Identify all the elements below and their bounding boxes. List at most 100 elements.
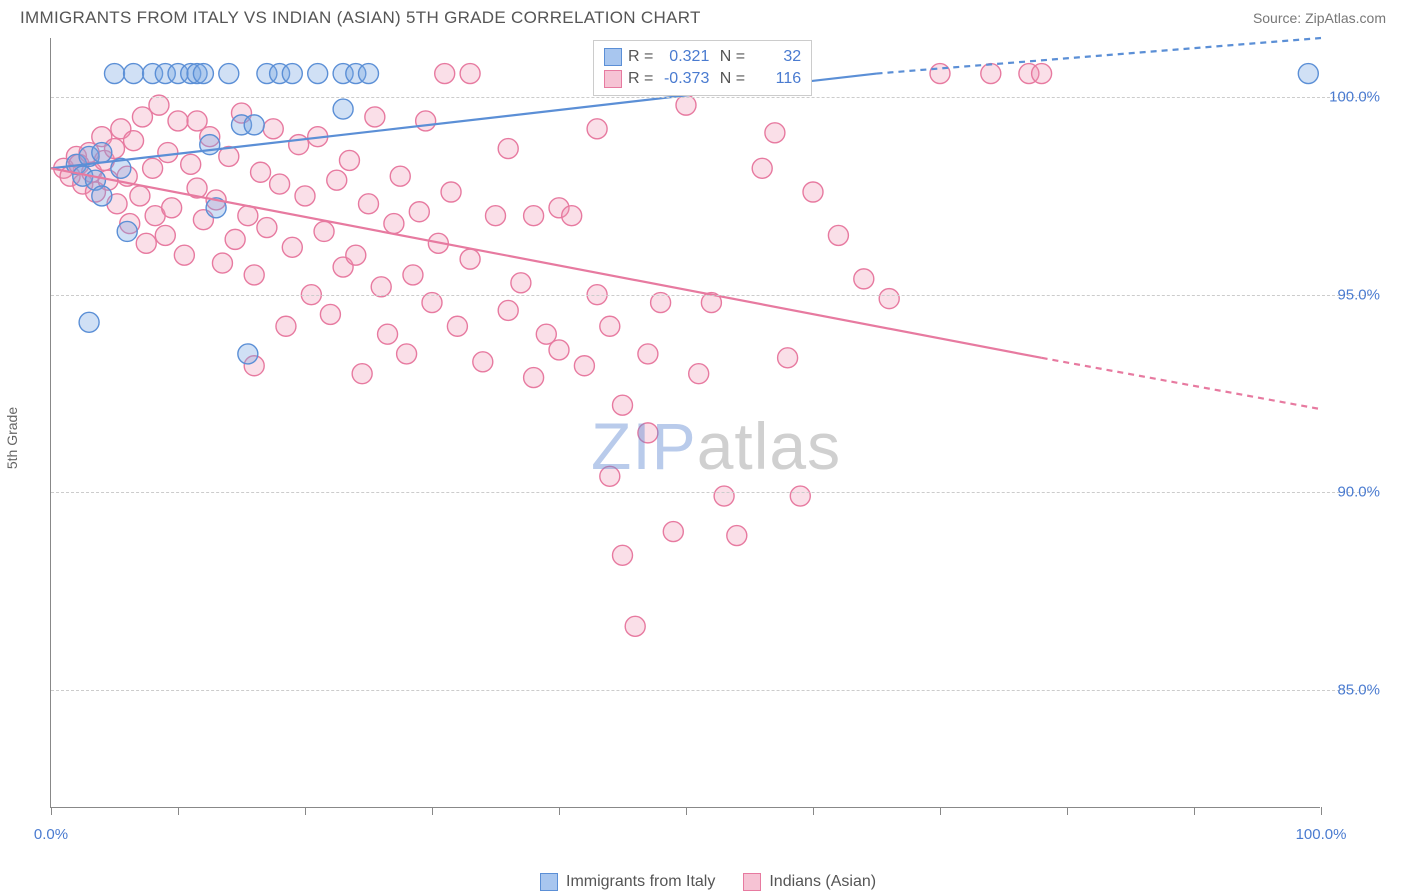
legend-row-indian: R = -0.373 N = 116 (604, 68, 801, 90)
data-point (803, 182, 823, 202)
x-tick (305, 807, 306, 815)
data-point (790, 486, 810, 506)
data-point (930, 64, 950, 84)
data-point (625, 616, 645, 636)
x-tick (51, 807, 52, 815)
data-point (244, 265, 264, 285)
legend-r-italy: 0.321 (659, 48, 709, 66)
data-point (257, 218, 277, 238)
grid-line (51, 492, 1370, 493)
y-tick-label: 90.0% (1337, 484, 1380, 501)
trend-line (877, 38, 1322, 74)
data-point (613, 395, 633, 415)
legend-r-label: R = (628, 48, 653, 66)
data-point (638, 423, 658, 443)
data-point (162, 198, 182, 218)
data-point (828, 225, 848, 245)
data-point (752, 158, 772, 178)
data-point (879, 289, 899, 309)
data-point (460, 249, 480, 269)
data-point (105, 64, 125, 84)
data-point (397, 344, 417, 364)
data-point (447, 316, 467, 336)
data-point (778, 348, 798, 368)
data-point (174, 245, 194, 265)
x-tick (686, 807, 687, 815)
x-tick (1321, 807, 1322, 815)
y-tick-label: 85.0% (1337, 681, 1380, 698)
data-point (562, 206, 582, 226)
legend-correlation-box: R = 0.321 N = 32 R = -0.373 N = 116 (593, 40, 812, 96)
data-point (1298, 64, 1318, 84)
swatch-italy (604, 48, 622, 66)
data-point (168, 111, 188, 131)
data-point (714, 486, 734, 506)
trend-line (1042, 358, 1321, 409)
data-point (212, 253, 232, 273)
x-tick (940, 807, 941, 815)
data-point (409, 202, 429, 222)
data-point (1032, 64, 1052, 84)
legend-label-italy: Immigrants from Italy (566, 873, 715, 891)
swatch-indian (743, 873, 761, 891)
data-point (365, 107, 385, 127)
data-point (124, 131, 144, 151)
data-point (352, 364, 372, 384)
data-point (689, 364, 709, 384)
swatch-italy (540, 873, 558, 891)
data-point (289, 135, 309, 155)
legend-item-italy: Immigrants from Italy (540, 873, 715, 891)
data-point (981, 64, 1001, 84)
y-axis-label: 5th Grade (4, 407, 20, 469)
y-tick-label: 95.0% (1337, 286, 1380, 303)
data-point (359, 64, 379, 84)
data-point (346, 245, 366, 265)
data-point (282, 237, 302, 257)
data-point (498, 300, 518, 320)
data-point (92, 186, 112, 206)
data-point (219, 64, 239, 84)
grid-line (51, 690, 1370, 691)
legend-label-indian: Indians (Asian) (769, 873, 876, 891)
data-point (295, 186, 315, 206)
data-point (613, 545, 633, 565)
data-point (460, 64, 480, 84)
data-point (117, 221, 137, 241)
data-point (320, 304, 340, 324)
data-point (79, 312, 99, 332)
data-point (130, 186, 150, 206)
data-point (225, 229, 245, 249)
data-point (327, 170, 347, 190)
data-point (727, 526, 747, 546)
x-tick-label: 100.0% (1296, 826, 1347, 843)
data-point (600, 466, 620, 486)
x-tick (432, 807, 433, 815)
data-point (574, 356, 594, 376)
data-point (92, 143, 112, 163)
data-point (181, 154, 201, 174)
swatch-indian (604, 70, 622, 88)
data-point (263, 119, 283, 139)
data-point (403, 265, 423, 285)
data-point (282, 64, 302, 84)
data-point (124, 64, 144, 84)
data-point (238, 344, 258, 364)
plot-area: ZIPatlas R = 0.321 N = 32 R = -0.373 N =… (50, 38, 1320, 808)
data-point (435, 64, 455, 84)
data-point (270, 174, 290, 194)
data-point (511, 273, 531, 293)
data-point (193, 64, 213, 84)
x-tick-label: 0.0% (34, 826, 68, 843)
data-point (238, 206, 258, 226)
x-tick (813, 807, 814, 815)
data-point (663, 522, 683, 542)
data-point (251, 162, 271, 182)
data-point (600, 316, 620, 336)
grid-line (51, 97, 1370, 98)
data-point (155, 225, 175, 245)
data-point (441, 182, 461, 202)
legend-r-label: R = (628, 70, 653, 88)
plot-svg (51, 38, 1321, 808)
y-tick-label: 100.0% (1329, 89, 1380, 106)
data-point (308, 64, 328, 84)
